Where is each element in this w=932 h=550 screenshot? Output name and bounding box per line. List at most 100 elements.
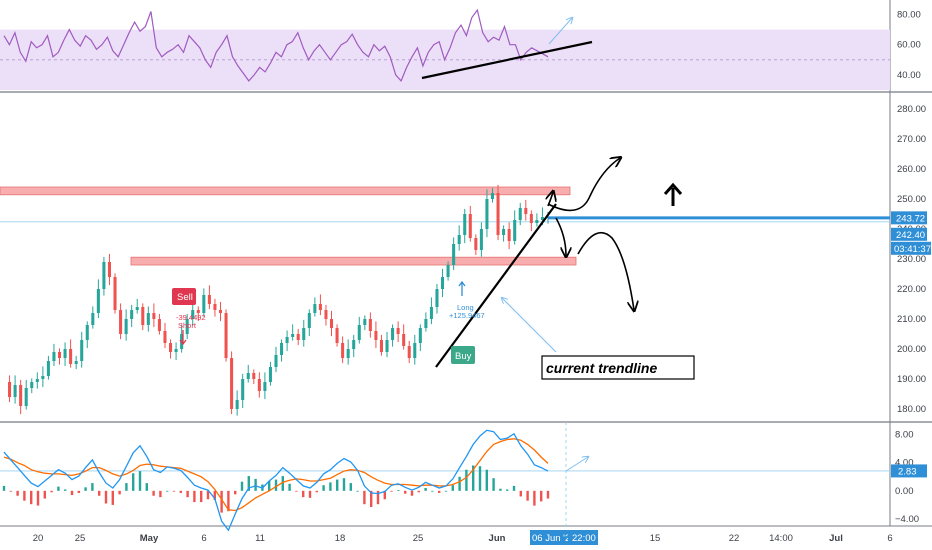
rsi-projection-arrow[interactable] [548, 18, 572, 45]
candle [207, 285, 211, 310]
macd-hist-bar [526, 490, 529, 501]
time-tick-label: 15 [650, 533, 661, 544]
candle [363, 315, 367, 331]
candle [224, 309, 228, 362]
price-tick-label: 260.00 [897, 164, 926, 175]
macd-hist-bar [444, 490, 448, 492]
price-tick-label: 280.00 [897, 104, 926, 115]
macd-projection-arrow[interactable] [565, 457, 588, 472]
macd-hist-bar [438, 490, 441, 493]
svg-text:242.40: 242.40 [896, 230, 925, 241]
candle [452, 237, 456, 271]
macd-histogram [2, 465, 550, 513]
candle [435, 283, 439, 314]
time-tick-label: May [140, 533, 159, 544]
candle [518, 202, 522, 226]
macd-hist-bar [234, 490, 237, 495]
candle [280, 339, 284, 362]
candle [235, 390, 239, 416]
macd-hist-bar [240, 481, 244, 491]
macd-hist-bar [254, 478, 257, 491]
macd-hist-bar [166, 490, 169, 492]
macd-line [3, 429, 549, 532]
support-zone[interactable] [130, 256, 577, 266]
candle [268, 361, 272, 386]
retest-down-arrow[interactable] [555, 217, 566, 256]
sell-note: Short [178, 321, 197, 330]
macd-hist-bar [125, 483, 128, 491]
annotation-box[interactable] [541, 355, 695, 380]
buy-pnl: +125.9467 [449, 311, 485, 320]
macd-tick-label: 0.00 [895, 486, 914, 497]
macd-hist-bar [478, 466, 482, 491]
time-tick-label: 14:00 [769, 533, 793, 544]
candle [74, 355, 78, 370]
buy-signal[interactable]: Long +125.9467 Buy [449, 280, 485, 364]
macd-hist-bar [200, 490, 203, 503]
svg-text:243.72: 243.72 [896, 213, 925, 224]
macd-hist-bar [2, 485, 6, 491]
sell-signal[interactable]: Sell -39.4492 Short [172, 288, 206, 346]
candle [130, 304, 134, 328]
candle [396, 321, 400, 343]
time-tick-label: 6 [887, 533, 892, 544]
candle [241, 373, 245, 409]
macd-hist-bar [220, 490, 223, 513]
breakdown-arrow[interactable] [577, 231, 634, 310]
time-tick-label: 11 [255, 533, 265, 544]
buy-note: Long [457, 303, 474, 312]
candle [285, 330, 289, 352]
macd-hist-bar [50, 490, 53, 493]
macd-hist-bar [308, 490, 312, 498]
candle [102, 256, 106, 296]
resistance-zone[interactable] [0, 186, 571, 196]
macd-hist-bar [410, 490, 414, 496]
candle [424, 312, 428, 332]
macd-hist-bar [193, 490, 196, 503]
macd-hist-bar [302, 490, 305, 498]
macd-hist-bar [485, 469, 488, 491]
crosshair-date-label: 06 Jun '20 [532, 533, 576, 544]
candle [46, 355, 50, 380]
candle [69, 339, 73, 368]
macd-hist-bar [36, 490, 40, 506]
countdown-tag: 03:41:37 [891, 241, 931, 255]
macd-tick-label: 8.00 [895, 430, 914, 441]
candle [513, 210, 517, 245]
candlestick-series [8, 184, 550, 416]
price-trendline[interactable] [435, 203, 557, 368]
breakout-up-arrow[interactable] [547, 158, 620, 212]
macd-hist-bar [288, 483, 291, 491]
macd-hist-bar [506, 489, 509, 491]
macd-hist-bar [397, 490, 400, 491]
price-tick-label: 270.00 [897, 134, 926, 145]
time-tick-label: 25 [75, 533, 86, 544]
candle [474, 234, 478, 256]
macd-hist-bar [57, 486, 60, 491]
macd-hist-bar [281, 476, 284, 491]
retest-up-arrow[interactable] [548, 192, 553, 207]
candle [163, 322, 167, 349]
rsi-trendline[interactable] [421, 40, 593, 80]
candle [329, 310, 334, 337]
candle [529, 210, 533, 232]
candle [13, 375, 17, 404]
candle [441, 268, 445, 298]
macd-hist-bar [274, 479, 278, 491]
candle [490, 187, 495, 203]
trendline-pointer-arrow[interactable] [502, 298, 557, 353]
svg-text:03:41:37: 03:41:37 [894, 244, 931, 255]
candle [96, 279, 100, 319]
macd-hist-bar [322, 485, 325, 491]
macd-panel: 8.00 4.00 0.00 −4.00 2.83 [0, 429, 927, 532]
candle [119, 303, 123, 340]
candle [35, 372, 39, 389]
macd-hist-bar [247, 476, 250, 491]
macd-hist-bar [43, 490, 46, 499]
candle [185, 313, 189, 340]
macd-hist-bar [465, 469, 468, 491]
macd-hist-bar [98, 490, 101, 496]
candle [296, 328, 300, 346]
